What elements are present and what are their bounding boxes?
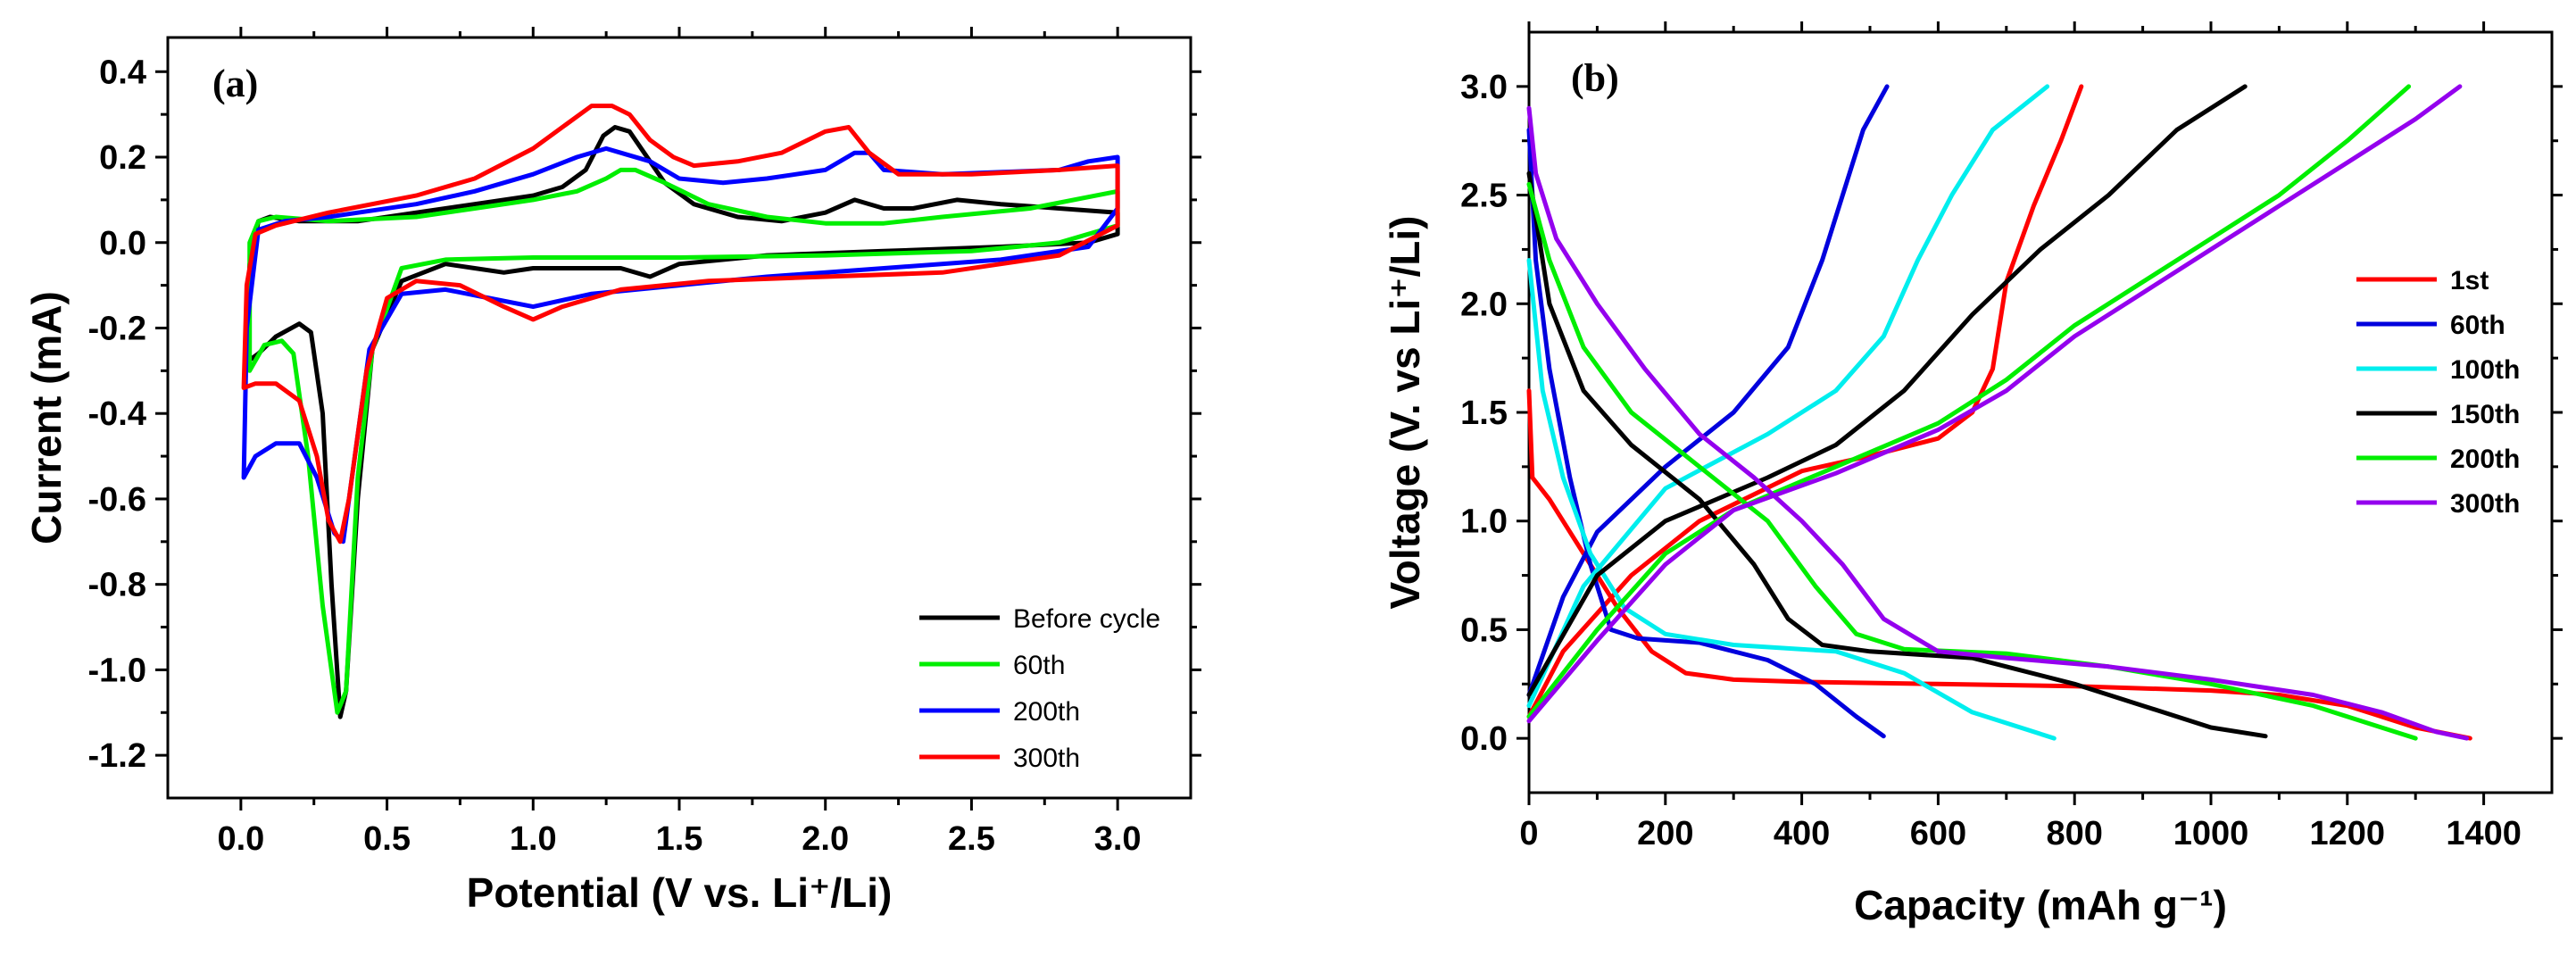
y-tick-label: 2.0	[1460, 286, 1508, 323]
panel-a-legend: Before cycle 60th 200th 300th	[919, 604, 1160, 773]
y-tick-label: -0.6	[88, 481, 146, 519]
legend-label-200th: 200th	[1013, 697, 1080, 727]
legend-label-300th: 300th	[2450, 489, 2520, 519]
legend-label-300th: 300th	[1013, 744, 1080, 773]
y-tick-label: 0.4	[99, 54, 146, 91]
y-tick-label: 0.5	[1460, 611, 1508, 649]
discharge-curve-60th	[1526, 128, 1886, 739]
y-tick-label: -0.2	[88, 310, 146, 347]
panel-b: (b) 0 200 400 600 800 1000 1200 1400 3.0 2.5 2.0 1.…	[1382, 21, 2563, 928]
y-tick-label: -1.2	[88, 737, 146, 775]
legend-label-1st: 1st	[2450, 266, 2489, 295]
x-tick-label: 3.0	[1094, 820, 1142, 858]
legend-label-200th: 200th	[2450, 445, 2520, 474]
x-tick-label: 800	[2046, 815, 2102, 852]
panel-b-legend: 1st 60th 100th 150th 200th 300th	[2356, 266, 2520, 519]
legend-label-60th: 60th	[2450, 311, 2505, 340]
panel-a-label: (a)	[212, 62, 258, 105]
discharge-curve-100th	[1526, 258, 2057, 741]
y-tick-label: 1.5	[1460, 395, 1508, 432]
discharge-curve-1st	[1526, 388, 2472, 741]
panel-b-series	[1526, 84, 2472, 741]
x-tick-label: 1.0	[510, 820, 557, 858]
charge-curve-300th	[1526, 84, 2463, 724]
panel-b-ticks: 0 200 400 600 800 1000 1200 1400 3.0 2.5 2.0 1.5 1.0…	[1460, 21, 2563, 852]
panel-b-label: (b)	[1571, 56, 1619, 100]
charge-curve-1st	[1526, 84, 2084, 719]
legend-label-before-cycle: Before cycle	[1013, 604, 1160, 634]
panel-a-series	[241, 104, 1120, 719]
discharge-curve-150th	[1526, 170, 2268, 739]
legend-label-100th: 100th	[2450, 355, 2520, 385]
x-tick-label: 1.5	[656, 820, 703, 858]
y-tick-label: -0.8	[88, 567, 146, 604]
x-tick-label: 0.0	[217, 820, 264, 858]
charge-curve-60th	[1526, 84, 1890, 697]
panel-b-xlabel: Capacity (mAh g⁻¹)	[1854, 882, 2227, 928]
y-tick-label: 1.0	[1460, 503, 1508, 541]
panel-a-ylabel: Current (mA)	[23, 291, 70, 545]
x-tick-label: 200	[1637, 815, 1693, 852]
x-tick-label: 0.5	[363, 820, 411, 858]
series-line-300th	[241, 104, 1120, 545]
y-tick-label: 0.0	[1460, 720, 1508, 758]
x-tick-label: 400	[1774, 815, 1830, 852]
y-tick-label: 2.5	[1460, 178, 1508, 215]
panel-a-xlabel: Potential (V vs. Li⁺/Li)	[467, 869, 893, 916]
x-tick-label: 2.0	[802, 820, 849, 858]
legend-label-150th: 150th	[2450, 400, 2520, 429]
discharge-curve-200th	[1526, 181, 2418, 741]
x-tick-label: 600	[1910, 815, 1966, 852]
x-tick-label: 1200	[2310, 815, 2386, 852]
charge-curve-100th	[1526, 84, 2050, 709]
panel-a-ticks: 0.0 0.5 1.0 1.5 2.0 2.5 3.0 0.4 0.2 0.0 -0.2 -0.4 -0…	[88, 27, 1201, 858]
charge-curve-200th	[1526, 84, 2412, 719]
panel-b-ylabel: Voltage (V. vs Li⁺/Li)	[1382, 216, 1428, 610]
panel-a: (a) 0.0 0.5 1.0 1.5 2.0 2.5 3.0 0.4 0.2 0.0 -0.2 -0…	[23, 27, 1201, 916]
series-line-before-cycle	[244, 125, 1120, 719]
discharge-curve-300th	[1526, 105, 2469, 741]
x-tick-label: 2.5	[948, 820, 995, 858]
charge-curve-150th	[1526, 84, 2248, 697]
series-line-60th	[247, 167, 1120, 715]
y-tick-label: 3.0	[1460, 69, 1508, 106]
x-tick-label: 1000	[2173, 815, 2249, 852]
x-tick-label: 1400	[2446, 815, 2522, 852]
y-tick-label: -1.0	[88, 652, 146, 689]
y-tick-label: 0.2	[99, 139, 146, 177]
y-tick-label: 0.0	[99, 225, 146, 262]
legend-label-60th: 60th	[1013, 651, 1065, 680]
x-tick-label: 0	[1519, 815, 1538, 852]
y-tick-label: -0.4	[88, 395, 146, 433]
